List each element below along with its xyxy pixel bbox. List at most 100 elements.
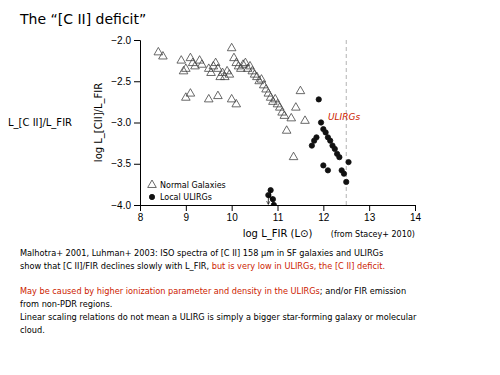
- tick-label: 12: [318, 212, 330, 223]
- tick-label: 10: [227, 212, 239, 223]
- plot: 8 9 10 11 12 13 14 −4.0 −3.5 −3.0 −2.5 −2.0 log L_FI…: [93, 35, 421, 240]
- y-axis-outside-label: L_[C II]/L_FIR: [8, 117, 72, 129]
- tick-label: 9: [184, 212, 190, 223]
- point: [232, 99, 241, 106]
- tick: −4.0: [111, 200, 140, 211]
- tick-mark: [134, 40, 140, 41]
- note-line: Malhotra+ 2001, Luhman+ 2003: ISO spectr…: [20, 248, 383, 258]
- tick-mark: [278, 205, 279, 211]
- point: [191, 61, 200, 68]
- point: [328, 138, 333, 143]
- point: [198, 60, 207, 67]
- tick: 12: [318, 205, 330, 223]
- tick: −3.5: [111, 158, 140, 169]
- tick: 10: [227, 205, 239, 223]
- tick-mark: [323, 205, 324, 211]
- point: [341, 171, 346, 176]
- upper-limit-arrow: [268, 195, 269, 204]
- tick: 14: [410, 205, 422, 223]
- point: [264, 89, 273, 96]
- marks: [154, 40, 351, 205]
- note-line: from non-PDR regions.: [20, 299, 112, 309]
- point: [332, 146, 337, 151]
- note-text: ; and/or FIR emission: [320, 286, 406, 296]
- title: The “[C II] deficit”: [19, 11, 146, 27]
- point: [289, 152, 298, 159]
- tick-mark: [134, 164, 140, 165]
- tick-label: 11: [273, 212, 284, 223]
- tick-label: −4.0: [111, 200, 131, 211]
- point: [182, 93, 191, 100]
- upper-limit-arrow: [272, 199, 273, 205]
- point: [195, 56, 204, 63]
- point: [325, 168, 330, 173]
- tick-label: 8: [138, 212, 144, 223]
- point: [225, 70, 234, 77]
- note-text: show that [C II]/FIR declines slowly wit…: [20, 261, 209, 271]
- point: [312, 138, 317, 143]
- series: [154, 43, 309, 159]
- tick: 9: [184, 205, 190, 223]
- tick: 8: [138, 205, 144, 223]
- point: [227, 43, 236, 50]
- legend-label: Normal Galaxies: [160, 181, 226, 190]
- point: [232, 58, 241, 65]
- note-text: Malhotra+ 2001, Luhman+ 2003: ISO spectr…: [20, 248, 383, 258]
- point: [318, 120, 323, 125]
- point: [282, 126, 291, 133]
- note-text: from non-PDR regions.: [20, 299, 112, 309]
- tick-mark: [232, 205, 233, 211]
- tick-mark: [134, 205, 140, 206]
- point: [287, 113, 296, 120]
- note-text: May be caused by higher ionization param…: [20, 286, 320, 296]
- legend-label: Local ULIRGs: [160, 193, 212, 202]
- point: [159, 52, 168, 59]
- tick-label: −3.5: [111, 158, 131, 169]
- tick: −2.0: [111, 35, 140, 46]
- note-line: cloud.: [20, 325, 45, 335]
- note-line: show that [C II]/FIR declines slowly wit…: [20, 261, 385, 271]
- point: [220, 72, 229, 79]
- legend-symbol: [148, 180, 157, 187]
- chart: The “[C II] deficit” 8 9 10 11 12 13 14 −4.0 −3.5…: [0, 0, 500, 375]
- y-axis-title: log L_[CII]/L_FIR: [93, 83, 105, 162]
- note-text: Linear scaling relations do not mean a U…: [20, 312, 417, 322]
- upper-limit-arrow: [270, 190, 271, 199]
- tick: −2.5: [111, 76, 140, 87]
- legend-symbol: [149, 194, 154, 199]
- point: [273, 99, 282, 106]
- point: [337, 155, 342, 160]
- tick: 11: [273, 205, 284, 223]
- point: [186, 89, 195, 96]
- note-text: cloud.: [20, 325, 45, 335]
- tick: 13: [364, 205, 376, 223]
- point: [292, 103, 301, 110]
- tick-mark: [186, 205, 187, 211]
- point: [223, 66, 232, 73]
- tick-label: −2.0: [111, 35, 131, 46]
- point: [253, 72, 262, 79]
- legend: Normal Galaxies Local ULIRGs: [148, 180, 226, 201]
- point: [316, 97, 321, 102]
- y-axis: −4.0 −3.5 −3.0 −2.5 −2.0: [111, 35, 140, 211]
- point: [296, 86, 305, 93]
- tick-mark: [415, 205, 416, 211]
- point: [280, 111, 289, 118]
- point: [309, 143, 314, 148]
- point: [344, 179, 349, 184]
- point: [248, 66, 257, 73]
- tick-label: −3.0: [111, 117, 131, 128]
- point: [214, 91, 223, 98]
- tick-label: 13: [364, 212, 376, 223]
- point: [227, 94, 236, 101]
- tick-mark: [134, 123, 140, 124]
- upper-limits: [268, 190, 274, 205]
- note-text: but is very low in ULIRGs, the [C II] de…: [209, 261, 385, 271]
- x-axis-title: log L_FIR (L⊙): [243, 228, 313, 240]
- point: [321, 163, 326, 168]
- point: [323, 130, 328, 135]
- annotation: ULIRGs: [328, 112, 360, 122]
- tick-mark: [369, 205, 370, 211]
- point: [204, 94, 213, 101]
- x-axis: 8 9 10 11 12 13 14: [138, 205, 422, 223]
